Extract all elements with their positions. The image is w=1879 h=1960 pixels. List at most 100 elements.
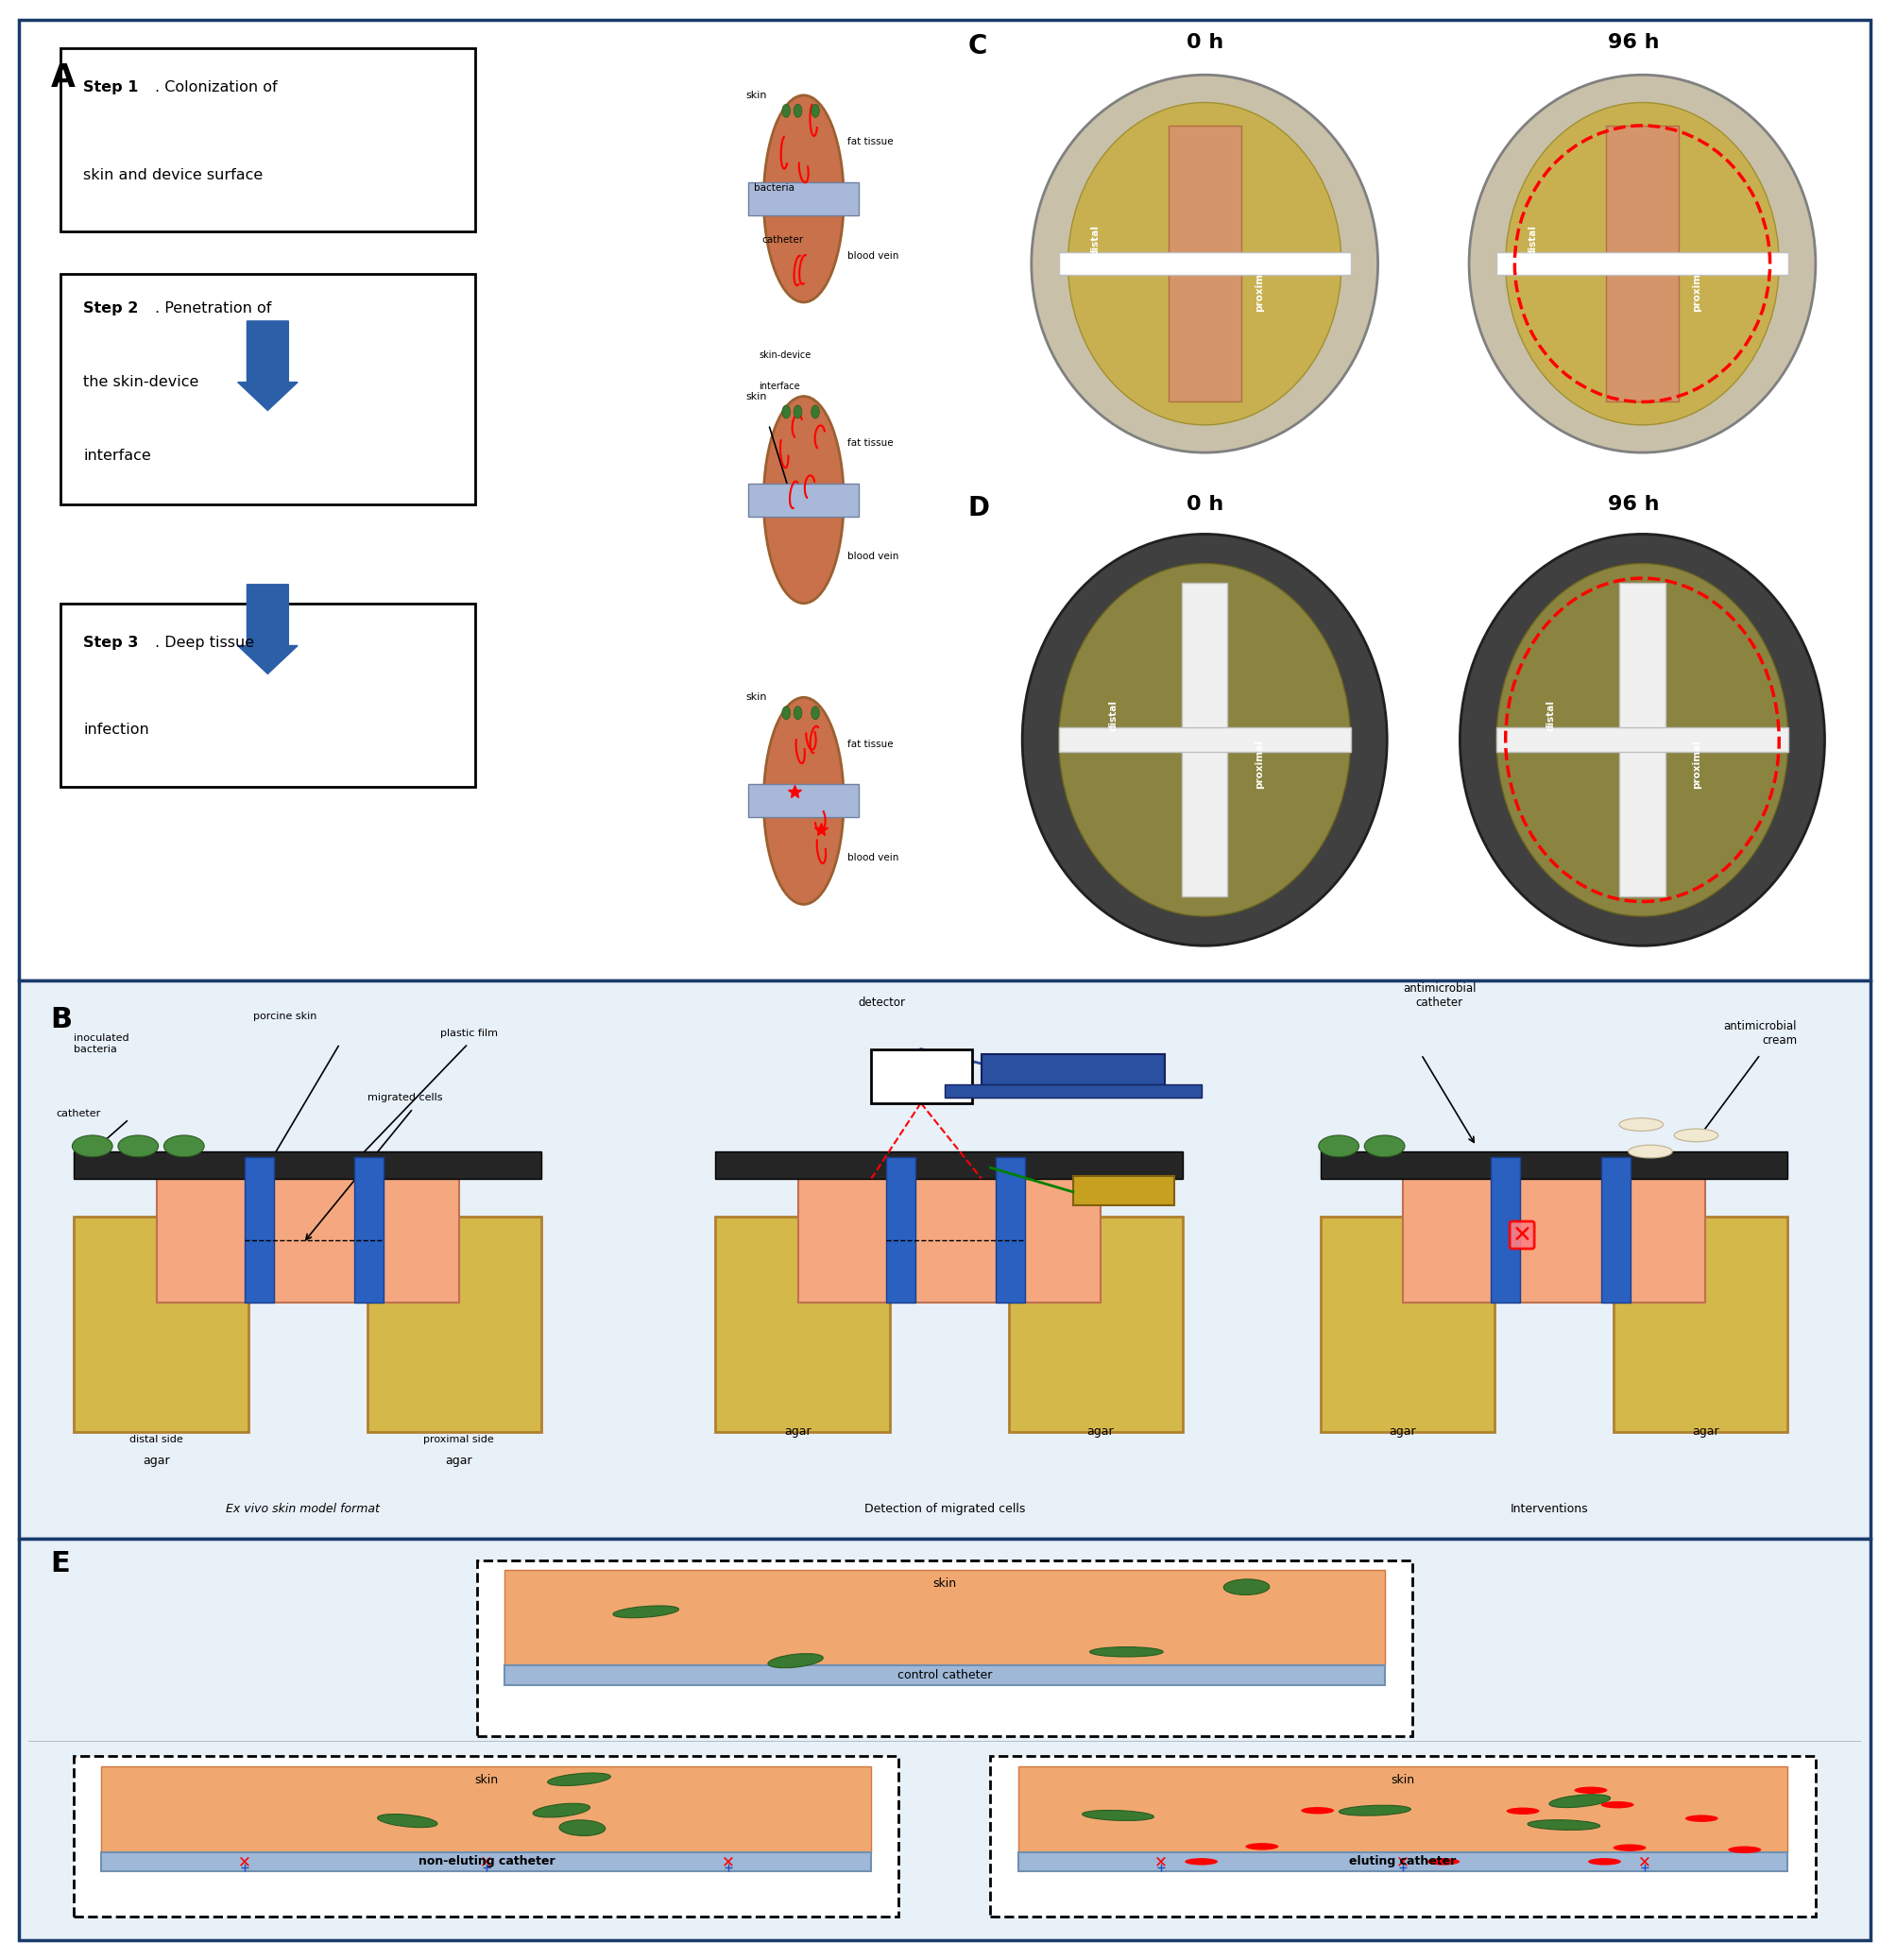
Bar <box>355 1156 383 1301</box>
Bar <box>1058 727 1349 753</box>
Text: 0 h: 0 h <box>1186 496 1223 514</box>
Text: proximal: proximal <box>1253 741 1263 790</box>
Bar <box>1612 1215 1787 1431</box>
Bar <box>981 1054 1163 1086</box>
Text: 0 h: 0 h <box>1186 33 1223 53</box>
Ellipse shape <box>1058 564 1349 917</box>
Text: ✕: ✕ <box>479 1852 492 1870</box>
FancyBboxPatch shape <box>19 1539 1870 1940</box>
Circle shape <box>1300 1807 1334 1815</box>
Text: ✕: ✕ <box>1396 1852 1409 1870</box>
Bar <box>1319 1152 1787 1178</box>
Bar <box>716 1152 1182 1178</box>
Text: blood vein: blood vein <box>847 853 898 862</box>
Circle shape <box>1573 1788 1607 1793</box>
Text: migrated cells: migrated cells <box>366 1094 442 1102</box>
Bar <box>156 1172 458 1301</box>
Circle shape <box>1184 1858 1218 1866</box>
Bar <box>1167 125 1240 402</box>
Circle shape <box>1505 1807 1539 1815</box>
Bar <box>716 1215 889 1431</box>
Bar <box>1605 125 1678 402</box>
Ellipse shape <box>782 104 789 118</box>
Text: fat tissue: fat tissue <box>847 739 893 749</box>
Ellipse shape <box>782 706 789 719</box>
Text: agar: agar <box>1086 1425 1114 1437</box>
Text: non-eluting catheter: non-eluting catheter <box>417 1856 554 1868</box>
FancyBboxPatch shape <box>19 980 1870 1539</box>
Bar <box>1601 1156 1629 1301</box>
Ellipse shape <box>812 104 819 118</box>
Text: agar: agar <box>1691 1425 1717 1437</box>
Text: ✕: ✕ <box>1511 1223 1531 1247</box>
Bar <box>1402 1172 1704 1301</box>
Circle shape <box>1627 1145 1672 1158</box>
Text: proximal: proximal <box>1691 263 1700 312</box>
Ellipse shape <box>1317 1135 1359 1156</box>
Text: ✕: ✕ <box>722 1852 735 1870</box>
Ellipse shape <box>163 1135 205 1156</box>
Ellipse shape <box>1338 1805 1409 1815</box>
Text: catheter: catheter <box>761 235 804 245</box>
Text: antimicrobial
cream: antimicrobial cream <box>1723 1019 1796 1047</box>
Ellipse shape <box>532 1803 590 1817</box>
Text: distal: distal <box>1090 225 1099 257</box>
Text: ✕: ✕ <box>239 1852 252 1870</box>
Text: distal: distal <box>1528 225 1537 257</box>
Text: . Colonization of: . Colonization of <box>156 80 278 94</box>
Bar <box>101 1852 870 1872</box>
Text: agar: agar <box>1389 1425 1415 1437</box>
Circle shape <box>1588 1858 1620 1866</box>
Text: distal side: distal side <box>130 1435 184 1445</box>
FancyBboxPatch shape <box>19 20 1870 980</box>
Text: C: C <box>968 33 986 61</box>
Text: distal: distal <box>1546 700 1556 731</box>
Bar <box>885 1156 915 1301</box>
Text: skin: skin <box>1390 1774 1415 1786</box>
Bar <box>1319 1215 1494 1431</box>
Ellipse shape <box>1460 535 1825 947</box>
FancyBboxPatch shape <box>990 1756 1815 1917</box>
Text: Step 1: Step 1 <box>83 80 139 94</box>
Text: proximal side: proximal side <box>423 1435 494 1445</box>
Text: . Penetration of: . Penetration of <box>156 302 272 316</box>
Text: 96 h: 96 h <box>1607 33 1657 53</box>
Text: skin-device: skin-device <box>759 351 810 359</box>
Ellipse shape <box>613 1605 678 1617</box>
Bar <box>1018 1766 1787 1852</box>
Text: B: B <box>51 1005 71 1033</box>
Bar <box>244 1156 274 1301</box>
Ellipse shape <box>1223 1580 1268 1595</box>
Text: Ex vivo skin model format: Ex vivo skin model format <box>225 1503 380 1515</box>
FancyBboxPatch shape <box>60 49 475 231</box>
Bar <box>1618 584 1665 898</box>
Bar <box>504 1570 1383 1664</box>
Bar <box>1073 1176 1172 1205</box>
FancyBboxPatch shape <box>60 604 475 786</box>
Text: agar: agar <box>143 1454 169 1466</box>
FancyBboxPatch shape <box>73 1756 898 1917</box>
Bar <box>797 1172 1099 1301</box>
Ellipse shape <box>793 104 802 118</box>
Ellipse shape <box>1022 535 1387 947</box>
Circle shape <box>1618 1117 1663 1131</box>
Bar <box>748 484 859 515</box>
Bar <box>748 182 859 216</box>
Text: agar: agar <box>784 1425 812 1437</box>
Text: bacteria: bacteria <box>753 184 795 194</box>
Ellipse shape <box>812 706 819 719</box>
Text: proximal: proximal <box>1691 741 1700 790</box>
Text: inoculated
bacteria: inoculated bacteria <box>73 1033 130 1054</box>
Bar <box>1496 727 1787 753</box>
Text: infection: infection <box>83 723 148 737</box>
Text: control catheter: control catheter <box>896 1670 992 1682</box>
Bar <box>945 1084 1201 1098</box>
Ellipse shape <box>1548 1795 1610 1807</box>
Circle shape <box>1244 1842 1278 1850</box>
Bar <box>504 1664 1383 1686</box>
Ellipse shape <box>547 1774 611 1786</box>
FancyBboxPatch shape <box>477 1560 1411 1737</box>
Text: fat tissue: fat tissue <box>847 137 893 147</box>
Text: D: D <box>968 496 988 521</box>
Text: porcine skin: porcine skin <box>254 1011 316 1021</box>
